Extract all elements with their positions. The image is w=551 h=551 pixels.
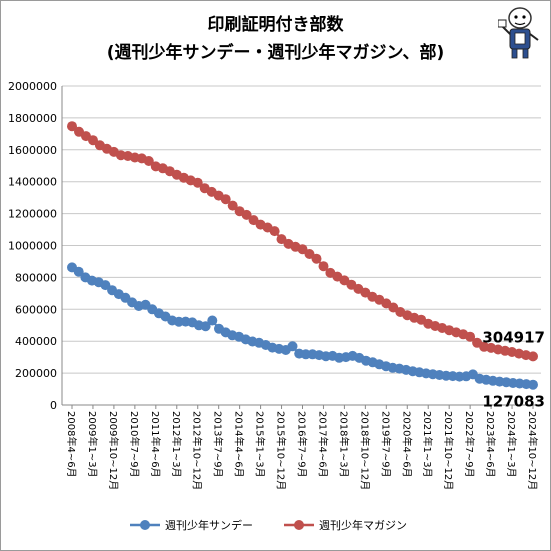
chart-subtitle: (週刊少年サンデー・週刊少年マガジン、部) <box>106 43 445 63</box>
x-tick-label: 2021年1~3月 <box>421 411 434 478</box>
data-point <box>318 261 329 272</box>
x-tick-label: 2024年1~3月 <box>505 411 518 478</box>
plot-area <box>67 121 538 390</box>
data-point <box>220 194 231 205</box>
y-tick-label: 800000 <box>15 271 57 284</box>
data-point <box>227 200 238 211</box>
x-tick-label: 2009年1~3月 <box>86 411 99 478</box>
x-tick-label: 2015年10~12月 <box>275 411 288 490</box>
y-tick-label: 400000 <box>15 335 57 348</box>
data-point <box>241 209 252 220</box>
x-tick-label: 2021年10~12月 <box>442 411 455 490</box>
data-point <box>88 135 98 146</box>
x-tick-label: 2013年7~9月 <box>212 411 225 478</box>
y-tick-label: 1400000 <box>8 176 57 189</box>
data-point <box>297 244 308 255</box>
data-point <box>207 315 218 326</box>
legend-marker <box>294 520 304 530</box>
mascot-icon <box>498 7 539 59</box>
data-point <box>304 249 315 259</box>
data-point <box>287 341 298 352</box>
x-tick-label: 2015年1~3月 <box>254 411 267 478</box>
x-tick-label: 2023年4~6月 <box>484 411 497 478</box>
x-tick-label: 2022年7~9月 <box>463 411 476 478</box>
series-2 <box>67 121 538 362</box>
legend: 週刊少年サンデー 週刊少年マガジン <box>130 518 407 532</box>
data-point <box>143 156 154 166</box>
x-tick-label: 2014年4~6月 <box>233 411 246 478</box>
x-tick-label: 2018年1~3月 <box>337 411 350 478</box>
y-tick-label: 0 <box>50 399 57 412</box>
x-tick-label: 2008年4~6月 <box>65 411 78 478</box>
y-tick-label: 1800000 <box>8 112 57 125</box>
x-axis: 2008年4~6月 2009年1~3月 2009年10~12月 2010年7~9月 20… <box>62 404 541 490</box>
x-tick-label: 2017年4~6月 <box>316 411 329 478</box>
data-point <box>276 234 287 245</box>
series-line <box>71 266 534 386</box>
legend-label: 週刊少年マガジン <box>319 518 407 532</box>
x-tick-label: 2020年4~6月 <box>400 411 413 478</box>
x-tick-label: 2012年10~12月 <box>191 411 204 490</box>
series-1 <box>67 262 538 390</box>
legend-label: 週刊少年サンデー <box>165 518 253 532</box>
y-tick-label: 200000 <box>15 367 57 380</box>
data-point <box>528 379 538 390</box>
y-tick-label: 2000000 <box>8 80 57 93</box>
y-tick-label: 600000 <box>15 303 57 316</box>
y-tick-label: 1000000 <box>8 240 57 253</box>
data-point <box>465 331 476 342</box>
data-point <box>269 226 280 237</box>
x-tick-label: 2019年7~9月 <box>379 411 392 478</box>
y-tick-label: 1200000 <box>8 208 57 221</box>
end-value-label: 127083 <box>482 393 545 411</box>
data-point <box>73 266 84 277</box>
data-point <box>67 121 77 132</box>
x-tick-label: 2024年10~12月 <box>526 411 539 490</box>
chart-title: 印刷証明付き部数 <box>207 15 344 35</box>
x-tick-label: 2018年10~12月 <box>358 411 371 490</box>
y-tick-label: 1600000 <box>8 144 57 157</box>
x-tick-label: 2011年4~6月 <box>149 411 162 478</box>
data-point <box>192 177 203 188</box>
end-labels: 127083 304917 <box>482 328 545 410</box>
data-point <box>200 321 211 332</box>
y-axis: 0 200000 400000 600000 800000 1000000 1200000 1… <box>8 80 63 412</box>
x-tick-label: 2009年10~12月 <box>107 411 120 490</box>
x-tick-label: 2016年7~9月 <box>296 411 309 478</box>
x-tick-label: 2010年7~9月 <box>128 411 141 478</box>
data-point <box>311 253 322 264</box>
x-tick-label: 2012年1~3月 <box>170 411 183 478</box>
end-value-label: 304917 <box>482 328 545 346</box>
legend-marker <box>140 520 150 530</box>
data-point <box>528 351 538 362</box>
